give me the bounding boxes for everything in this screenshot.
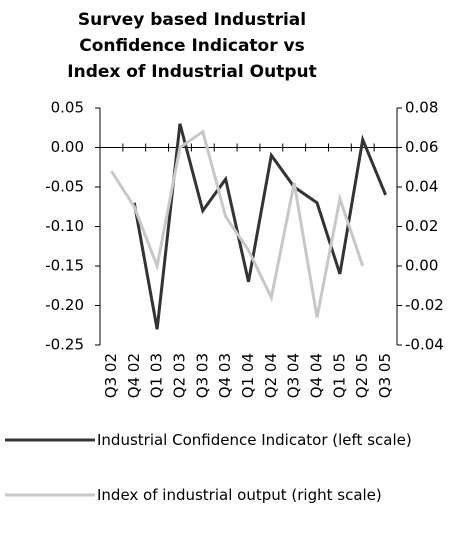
- x-tick-label: Q2 05: [353, 353, 371, 398]
- x-tick-label: Q3 03: [193, 353, 211, 398]
- series-line: [110, 129, 365, 318]
- y2-tick-label: 0.00: [405, 257, 438, 275]
- series-line: [132, 123, 387, 330]
- x-tick-label: Q1 04: [239, 353, 257, 398]
- y2-tick-label: 0.08: [405, 99, 438, 117]
- y2-tick-label: -0.02: [405, 296, 444, 314]
- y-tick-label: -0.15: [45, 257, 84, 275]
- x-tick-label: Q3 02: [102, 353, 120, 398]
- chart-title: Survey based Industrial: [78, 10, 306, 30]
- y-tick-label: -0.25: [45, 336, 84, 354]
- legend-label: Industrial Confidence Indicator (left sc…: [97, 431, 412, 449]
- chart-title: Index of Industrial Output: [67, 62, 316, 82]
- y2-tick-label: 0.02: [405, 217, 438, 235]
- y-tick-label: 0.00: [51, 138, 84, 156]
- y-tick-label: -0.20: [45, 296, 84, 314]
- x-tick-label: Q1 05: [330, 353, 348, 398]
- legend-label: Index of industrial output (right scale): [97, 486, 382, 504]
- x-tick-label: Q3 04: [285, 353, 303, 398]
- y2-tick-label: 0.04: [405, 178, 438, 196]
- x-tick-label: Q4 02: [125, 353, 143, 398]
- x-tick-label: Q4 03: [216, 353, 234, 398]
- x-tick-label: Q3 05: [376, 353, 394, 398]
- chart-title: Confidence Indicator vs: [79, 36, 304, 56]
- y2-tick-label: -0.04: [405, 336, 444, 354]
- x-tick-label: Q2 03: [170, 353, 188, 398]
- x-tick-label: Q4 04: [308, 353, 326, 398]
- y2-tick-label: 0.06: [405, 138, 438, 156]
- y-tick-label: -0.05: [45, 178, 84, 196]
- x-tick-label: Q1 03: [148, 353, 166, 398]
- y-tick-label: 0.05: [51, 99, 84, 117]
- y-tick-label: -0.10: [45, 217, 84, 235]
- x-tick-label: Q2 04: [262, 353, 280, 398]
